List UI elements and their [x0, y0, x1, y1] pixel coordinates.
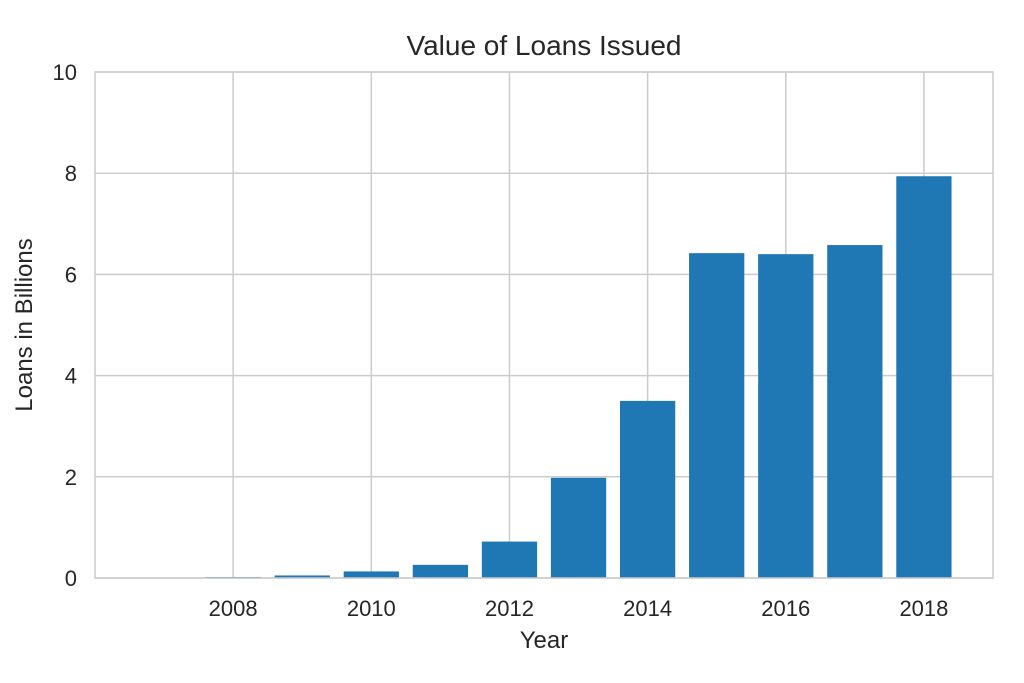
- x-tick-label: 2014: [623, 596, 672, 621]
- x-tick-label: 2012: [485, 596, 534, 621]
- x-axis-label: Year: [520, 627, 569, 654]
- y-axis-label: Loans in Billions: [11, 238, 38, 411]
- y-tick-labels: 0 2 4 6 8 10: [53, 60, 77, 591]
- bar-2010: [343, 571, 399, 578]
- bars: [136, 176, 952, 578]
- plot-frame: [94, 71, 994, 579]
- y-tick-label: 4: [65, 364, 77, 389]
- bar-2015: [689, 253, 745, 578]
- x-tick-label: 2016: [761, 596, 810, 621]
- bar-2011: [412, 564, 469, 578]
- y-tick-label: 6: [65, 262, 77, 287]
- bar-2013: [550, 477, 607, 578]
- x-tick-label: 2018: [899, 596, 948, 621]
- y-tick-label: 8: [65, 161, 77, 186]
- bar-2016: [758, 254, 814, 578]
- x-tick-labels: 2008 2010 2012 2014 2016 2018: [209, 596, 949, 621]
- bar-2014: [619, 400, 676, 578]
- bar-2012: [481, 541, 538, 578]
- x-tick-label: 2008: [209, 596, 258, 621]
- bar-2018: [896, 176, 952, 578]
- bar-2009: [274, 575, 330, 578]
- x-tick-label: 2010: [347, 596, 396, 621]
- chart-title: Value of Loans Issued: [406, 30, 681, 61]
- y-tick-label: 0: [65, 566, 77, 591]
- bar-2017: [827, 245, 883, 578]
- y-tick-label: 10: [53, 60, 77, 85]
- y-tick-label: 2: [65, 465, 77, 490]
